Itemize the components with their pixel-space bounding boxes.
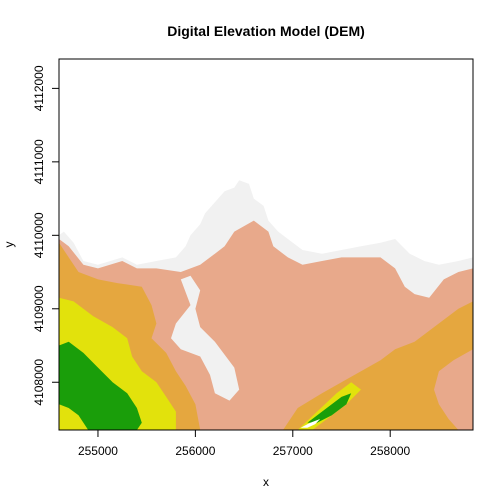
- y-tick-label: 4110000: [32, 212, 46, 258]
- y-tick-label: 4111000: [32, 139, 46, 184]
- chart-title: Digital Elevation Model (DEM): [167, 23, 365, 39]
- plot-frame: [58, 58, 474, 431]
- y-axis: 4108000 4109000 4110000 4111000 4112000: [32, 65, 59, 406]
- y-tick-label: 4109000: [32, 285, 46, 332]
- x-tick-label: 257000: [273, 444, 313, 458]
- y-axis-title: y: [2, 242, 16, 248]
- x-axis-title: x: [263, 475, 269, 489]
- dem-region-class-1: [59, 341, 142, 430]
- dem-region-class-3: [283, 301, 473, 430]
- x-tick-label: 258000: [370, 444, 410, 458]
- x-tick-label: 255000: [78, 444, 118, 458]
- x-axis: 255000 256000 257000 258000: [78, 430, 411, 458]
- dem-raster: [59, 180, 473, 430]
- y-tick-label: 4108000: [32, 359, 46, 406]
- x-tick-label: 256000: [175, 444, 215, 458]
- y-tick-label: 4112000: [32, 65, 46, 111]
- dem-region-no-data: [300, 419, 321, 428]
- dem-region-class-5: [171, 275, 240, 401]
- dem-region-class-1: [307, 393, 352, 423]
